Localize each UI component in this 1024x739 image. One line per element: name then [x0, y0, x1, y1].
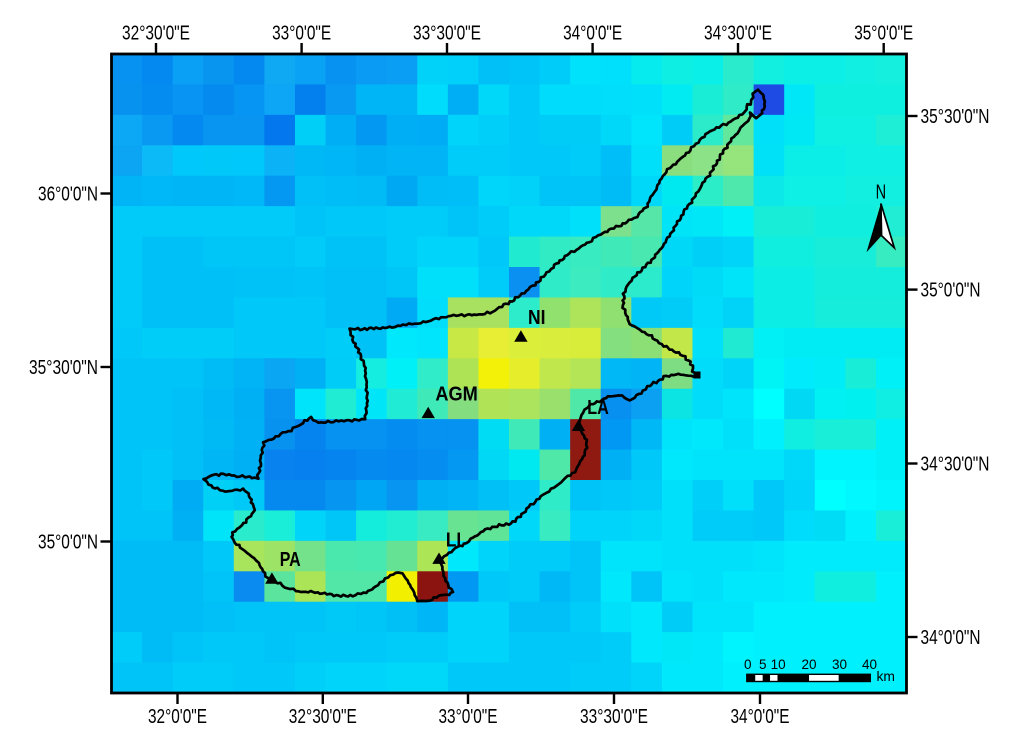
svg-text:40: 40 — [862, 657, 877, 672]
svg-text:33°30'0"E: 33°30'0"E — [413, 23, 481, 45]
svg-text:34°0'0"N: 34°0'0"N — [921, 627, 981, 649]
svg-text:5: 5 — [759, 657, 767, 672]
svg-text:km: km — [877, 668, 896, 684]
svg-text:35°30'0"N: 35°30'0"N — [29, 357, 98, 379]
svg-text:20: 20 — [801, 657, 816, 672]
svg-text:PA: PA — [280, 549, 301, 571]
svg-text:34°30'0"N: 34°30'0"N — [921, 454, 990, 476]
svg-text:32°30'0"E: 32°30'0"E — [289, 706, 357, 728]
svg-text:33°30'0"E: 33°30'0"E — [580, 706, 648, 728]
svg-text:34°0'0"E: 34°0'0"E — [563, 23, 622, 45]
svg-text:35°0'0"N: 35°0'0"N — [38, 532, 98, 554]
svg-text:32°30'0"E: 32°30'0"E — [122, 23, 190, 45]
svg-text:34°30'0"E: 34°30'0"E — [704, 23, 772, 45]
svg-text:32°0'0"E: 32°0'0"E — [148, 706, 207, 728]
svg-text:0: 0 — [744, 657, 752, 672]
svg-text:33°0'0"E: 33°0'0"E — [272, 23, 331, 45]
svg-text:35°0'0"E: 35°0'0"E — [854, 23, 913, 45]
svg-text:35°0'0"N: 35°0'0"N — [921, 280, 981, 302]
svg-text:LA: LA — [587, 397, 609, 419]
svg-text:AGM: AGM — [435, 384, 478, 406]
svg-text:N: N — [876, 181, 887, 203]
svg-text:30: 30 — [832, 657, 847, 672]
svg-text:NI: NI — [528, 307, 546, 329]
svg-text:34°0'0"E: 34°0'0"E — [731, 706, 790, 728]
svg-text:33°0'0"E: 33°0'0"E — [439, 706, 498, 728]
svg-text:35°30'0"N: 35°30'0"N — [921, 106, 990, 128]
svg-text:LI: LI — [446, 530, 461, 552]
svg-text:10: 10 — [771, 657, 786, 672]
svg-text:36°0'0"N: 36°0'0"N — [38, 184, 98, 206]
